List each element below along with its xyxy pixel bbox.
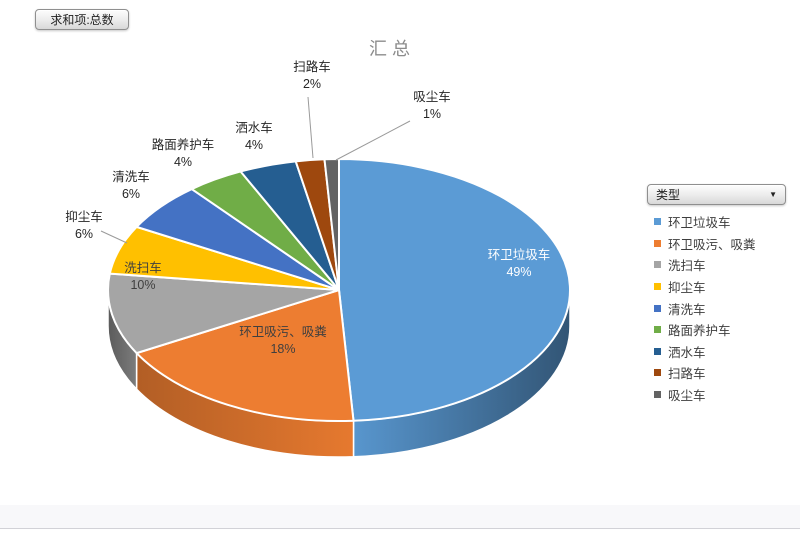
data-label-8: 吸尘车 1% [413,90,451,121]
legend-field-button[interactable]: 类型 ▼ [647,184,786,205]
pie-slice-2[interactable] [107,272,340,355]
legend-field-label: 类型 [656,188,681,202]
data-label-5: 路面养护车 4% [151,138,215,169]
data-label-0: 环卫垃圾车 49% [487,248,551,279]
pie-slice-0[interactable] [338,158,572,422]
leader-lines [100,96,411,244]
pivot-field-button[interactable]: 求和项:总数 [35,9,129,30]
data-label-3: 抑尘车 6% [65,210,103,241]
data-label-2: 洗扫车 10% [124,261,162,292]
pie-faces [107,157,572,422]
leader-line [335,120,411,161]
pie-slice-1[interactable] [135,289,355,422]
bottom-strip [0,505,800,529]
data-label-1: 环卫吸污、吸粪 18% [239,325,327,356]
chart-title: 汇总 [369,39,415,59]
chevron-down-icon: ▼ [769,189,777,199]
data-label-7: 扫路车 2% [293,60,331,91]
data-label-4: 清洗车 6% [112,170,150,201]
data-label-6: 洒水车 4% [235,121,273,152]
leader-line [100,230,128,244]
leader-line [307,96,314,159]
pie-slice-8[interactable] [323,157,340,291]
